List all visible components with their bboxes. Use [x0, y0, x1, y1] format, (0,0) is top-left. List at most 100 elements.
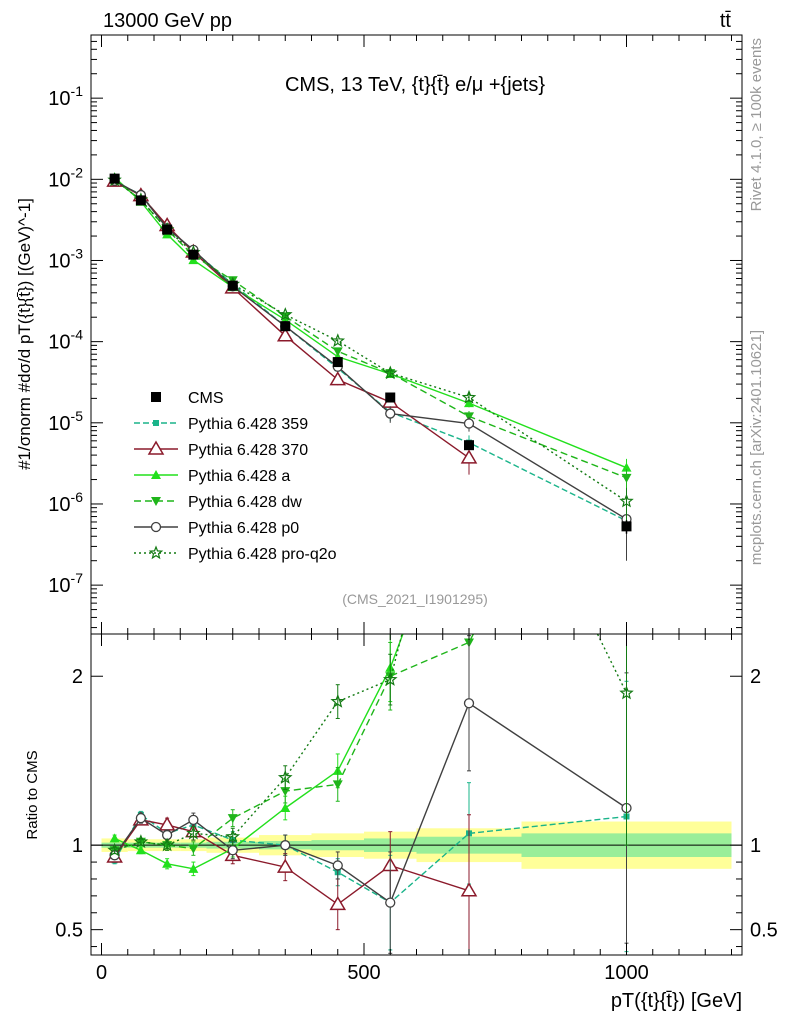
main-point-pp0: [463, 418, 475, 429]
ratio-point-pp0: [332, 860, 343, 871]
ratio-point-pq2o: [330, 693, 346, 708]
legend-marker-p370: [147, 440, 165, 455]
main-series-layer: [106, 172, 634, 561]
main-point-cms: [227, 280, 238, 291]
ratio-point-pp0: [385, 897, 396, 908]
ratio-point-pq2o: [619, 685, 634, 700]
legend-item-pa: Pythia 6.428 a: [134, 468, 290, 485]
main-ytick-base: 10: [48, 413, 70, 435]
main-point-pdw: [332, 347, 343, 357]
main-ytick-base: 10: [48, 88, 70, 110]
ratio-point-pa: [135, 845, 146, 855]
ratio-line-pa: [114, 634, 404, 870]
legend-item-p370: Pythia 6.428 370: [134, 440, 308, 459]
main-ytick-exponent: -1: [71, 83, 84, 99]
x-axis-title: pT({t}{t̄}) [GeV]: [611, 990, 742, 1012]
ratio-point-pp0: [188, 814, 199, 825]
ratio-point-pq2o: [277, 769, 293, 784]
legend-item-p359: Pythia 6.428 359: [134, 416, 308, 433]
ratio-point-pdw: [227, 814, 238, 824]
ratio-point-pp0: [135, 813, 147, 824]
legend: CMS Pythia 6.428 359 Pythia 6.428 370 Pythi…: [134, 390, 337, 563]
main-point-pq2o: [330, 333, 346, 348]
ratio-series-layer: [91, 114, 742, 955]
main-ytick-exponent: -3: [71, 245, 84, 261]
legend-marker-pp0: [150, 521, 162, 533]
ratio-series-pq2o: [107, 366, 634, 857]
main-panel: 10-710-610-510-410-310-210-1 CMS, 13 TeV…: [15, 34, 743, 635]
main-point-cms: [621, 521, 632, 532]
legend-label-pp0: Pythia 6.428 p0: [188, 520, 299, 537]
ratio-point-pa: [280, 803, 291, 813]
main-series-cms: [109, 173, 632, 534]
ratio-y-axis-title: Ratio to CMS: [24, 750, 41, 839]
main-ytick-label: 10-7: [48, 570, 83, 597]
main-point-cms: [162, 224, 173, 235]
ratio-point-pdw: [280, 787, 291, 797]
main-point-pq2o: [619, 493, 634, 508]
main-point-pdw: [621, 473, 632, 483]
ratio-point-pq2o: [382, 671, 398, 686]
ratio-point-pq2o: [159, 837, 175, 852]
analysis-watermark: (CMS_2021_I1901295): [342, 591, 488, 607]
ratio-ytick-label-left: 0.5: [55, 920, 83, 942]
ratio-line-p359: [113, 813, 627, 904]
header-right-label: tt̄: [720, 10, 732, 32]
mcplots-label: mcplots.cern.ch [arXiv:2401.10621]: [748, 330, 765, 565]
ratio-point-pa: [162, 858, 173, 868]
legend-item-pdw: Pythia 6.428 dw: [134, 494, 302, 511]
ratio-point-pa: [622, 114, 632, 123]
legend-label-pa: Pythia 6.428 a: [188, 468, 290, 485]
main-ytick-exponent: -4: [71, 327, 84, 343]
legend-item-pq2o: Pythia 6.428 pro-q2o: [134, 545, 337, 563]
main-ytick-exponent: -5: [71, 408, 84, 424]
main-title: CMS, 13 TeV, {t}{t̄} e/μ +{jets}: [285, 74, 545, 96]
main-ytick-exponent: -6: [71, 489, 84, 505]
legend-label-p370: Pythia 6.428 370: [188, 442, 308, 459]
ratio-ytick-label-right: 0.5: [750, 920, 778, 942]
main-point-cms: [464, 440, 474, 451]
main-ytick-base: 10: [48, 575, 70, 597]
main-ytick-exponent: -7: [71, 570, 84, 586]
header-left-label: 13000 GeV pp: [103, 10, 232, 32]
main-point-cms: [280, 321, 291, 332]
ratio-point-pp0: [280, 840, 291, 851]
ratio-plot-content: [91, 114, 742, 955]
legend-item-pp0: Pythia 6.428 p0: [134, 520, 299, 537]
main-series-pa: [109, 172, 632, 480]
main-ytick-base: 10: [48, 494, 70, 516]
ratio-axes: 0.5 0.5 1 1 2 2 0 500 1000: [55, 634, 778, 984]
main-line-pq2o: [114, 179, 627, 502]
main-point-cms: [188, 249, 199, 260]
legend-label-pdw: Pythia 6.428 dw: [188, 494, 302, 511]
legend-marker-pq2o: [148, 545, 164, 560]
ratio-panel: 0.5 0.5 1 1 2 2 0 500 1000 Ratio to CMS pT({t}{t…: [24, 114, 778, 1012]
main-point-pp0: [385, 408, 396, 419]
ratio-xtick-label: 0: [96, 962, 107, 984]
ratio-point-pq2o: [463, 366, 474, 377]
main-point-pa: [621, 462, 632, 472]
main-point-pq2o: [461, 389, 477, 404]
main-point-cms: [385, 392, 396, 403]
main-point-pq2o: [382, 365, 398, 380]
ratio-line-pp0: [114, 702, 627, 904]
main-line-pdw: [114, 179, 627, 479]
main-ytick-exponent: -2: [71, 164, 84, 180]
ratio-point-p370: [460, 882, 478, 897]
ratio-point-pdw: [188, 844, 199, 854]
ratio-ytick-label-right: 1: [750, 835, 761, 857]
ratio-series-pp0: [109, 635, 632, 954]
main-point-p370: [329, 371, 347, 386]
main-plot-content: [106, 172, 634, 561]
main-y-axis-title: #1/σnorm #dσ/d pT({t}{t̄}) [(GeV)^-1]: [15, 198, 34, 470]
legend-marker-p359: [153, 420, 159, 426]
legend-item-CMS: CMS: [151, 390, 224, 407]
ratio-frame: [90, 633, 743, 956]
main-y-axis: 10-710-610-510-410-310-210-1: [48, 35, 742, 634]
main-point-pq2o: [277, 307, 293, 321]
ratio-xtick-label: 1000: [604, 962, 649, 984]
ratio-point-pa: [188, 863, 199, 873]
ratio-point-pp0: [227, 845, 238, 856]
ratio-ytick-label-left: 1: [72, 835, 83, 857]
